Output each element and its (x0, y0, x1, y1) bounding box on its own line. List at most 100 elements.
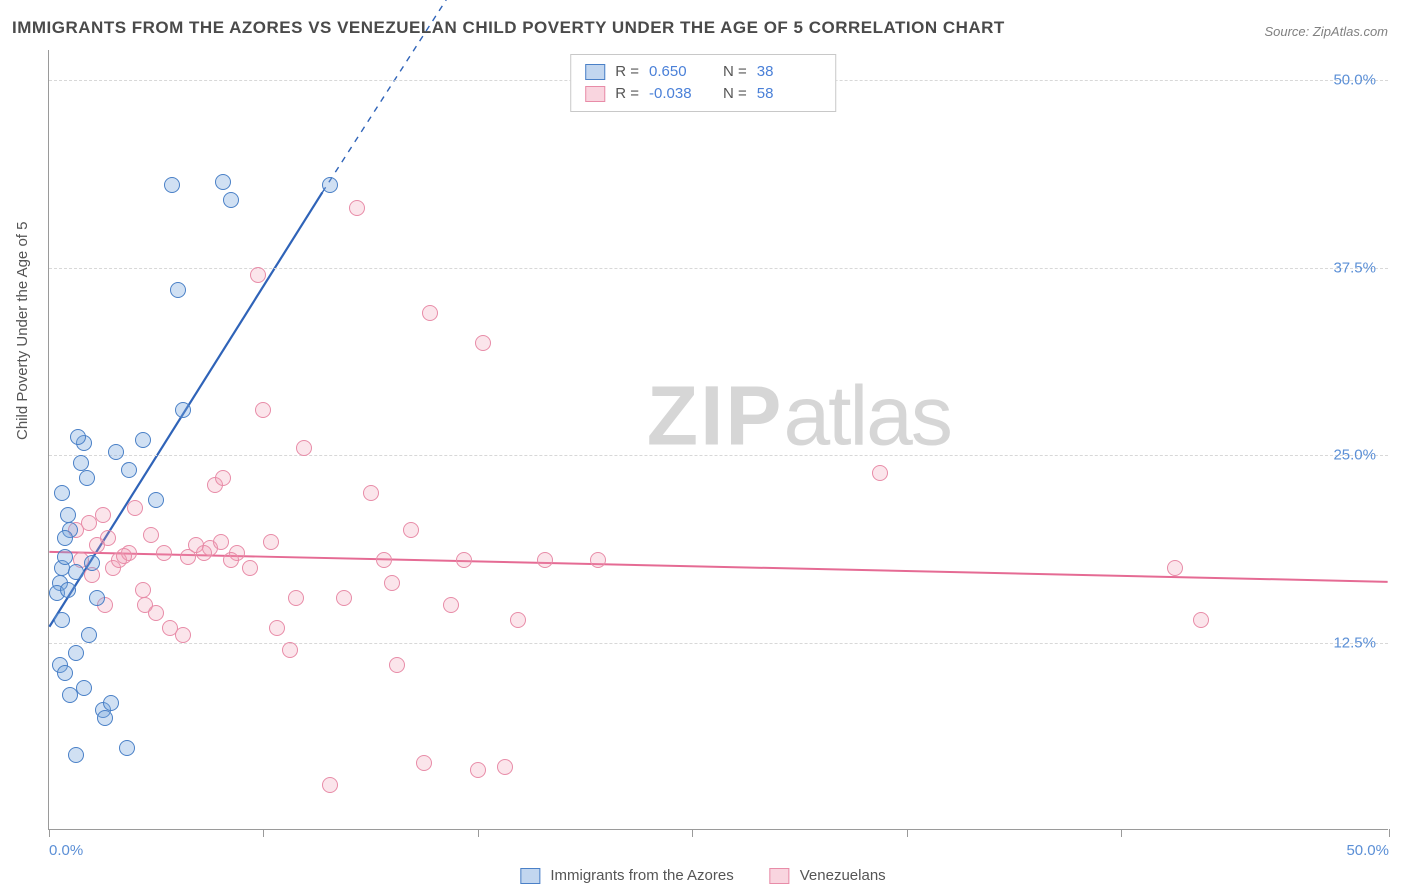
n-value-venezuelans: 58 (757, 83, 821, 105)
scatter-point (127, 500, 143, 516)
scatter-point (422, 305, 438, 321)
scatter-point (215, 174, 231, 190)
scatter-point (322, 177, 338, 193)
n-label: N = (723, 83, 747, 105)
scatter-point (1193, 612, 1209, 628)
y-tick-label: 12.5% (1333, 634, 1376, 651)
r-value-azores: 0.650 (649, 61, 713, 83)
scatter-point (215, 470, 231, 486)
scatter-point (97, 710, 113, 726)
x-tick-mark (907, 829, 908, 837)
scatter-point (296, 440, 312, 456)
plot-area: ZIPatlas 12.5%25.0%37.5%50.0%0.0%50.0% (48, 50, 1388, 830)
y-tick-label: 25.0% (1333, 447, 1376, 464)
scatter-point (76, 680, 92, 696)
legend-item-azores: Immigrants from the Azores (520, 867, 733, 884)
chart-title: IMMIGRANTS FROM THE AZORES VS VENEZUELAN… (12, 18, 1005, 38)
r-label: R = (615, 83, 639, 105)
scatter-point (872, 465, 888, 481)
scatter-point (68, 645, 84, 661)
r-label: R = (615, 61, 639, 83)
scatter-point (510, 612, 526, 628)
x-tick-mark (49, 829, 50, 837)
scatter-point (376, 552, 392, 568)
swatch-pink-icon (770, 868, 790, 884)
x-tick-label: 0.0% (49, 842, 83, 859)
scatter-point (537, 552, 553, 568)
scatter-point (223, 192, 239, 208)
stats-row-venezuelans: R = -0.038 N = 58 (585, 83, 821, 105)
scatter-point (119, 740, 135, 756)
n-label: N = (723, 61, 747, 83)
scatter-point (497, 759, 513, 775)
legend-label-azores: Immigrants from the Azores (550, 867, 733, 884)
legend-label-venezuelans: Venezuelans (800, 867, 886, 884)
scatter-point (416, 755, 432, 771)
scatter-point (336, 590, 352, 606)
scatter-point (60, 582, 76, 598)
swatch-blue-icon (585, 64, 605, 80)
scatter-point (456, 552, 472, 568)
gridline-h (49, 643, 1388, 644)
scatter-point (384, 575, 400, 591)
scatter-point (175, 627, 191, 643)
scatter-point (242, 560, 258, 576)
scatter-point (143, 527, 159, 543)
scatter-point (100, 530, 116, 546)
scatter-point (1167, 560, 1183, 576)
scatter-point (475, 335, 491, 351)
legend-item-venezuelans: Venezuelans (770, 867, 886, 884)
scatter-point (590, 552, 606, 568)
scatter-point (164, 177, 180, 193)
x-tick-mark (478, 829, 479, 837)
scatter-point (121, 462, 137, 478)
scatter-point (68, 747, 84, 763)
scatter-point (57, 530, 73, 546)
scatter-point (213, 534, 229, 550)
scatter-point (81, 627, 97, 643)
scatter-point (349, 200, 365, 216)
n-value-azores: 38 (757, 61, 821, 83)
scatter-point (363, 485, 379, 501)
scatter-point (403, 522, 419, 538)
swatch-blue-icon (520, 868, 540, 884)
scatter-point (255, 402, 271, 418)
legend: Immigrants from the Azores Venezuelans (520, 867, 885, 884)
scatter-point (54, 612, 70, 628)
scatter-point (54, 485, 70, 501)
scatter-point (288, 590, 304, 606)
x-tick-mark (1121, 829, 1122, 837)
stats-box: R = 0.650 N = 38 R = -0.038 N = 58 (570, 54, 836, 112)
scatter-point (196, 545, 212, 561)
y-tick-label: 37.5% (1333, 259, 1376, 276)
scatter-point (68, 564, 84, 580)
scatter-point (322, 777, 338, 793)
y-tick-label: 50.0% (1333, 72, 1376, 89)
source-attribution: Source: ZipAtlas.com (1264, 24, 1388, 39)
scatter-point (175, 402, 191, 418)
scatter-point (148, 492, 164, 508)
scatter-point (103, 695, 119, 711)
scatter-point (60, 507, 76, 523)
scatter-point (70, 429, 86, 445)
scatter-point (148, 605, 164, 621)
x-tick-mark (263, 829, 264, 837)
r-value-venezuelans: -0.038 (649, 83, 713, 105)
scatter-point (443, 597, 459, 613)
scatter-point (263, 534, 279, 550)
x-tick-mark (692, 829, 693, 837)
scatter-point (89, 590, 105, 606)
scatter-point (116, 548, 132, 564)
scatter-point (108, 444, 124, 460)
y-axis-label: Child Poverty Under the Age of 5 (14, 222, 31, 440)
x-tick-label: 50.0% (1346, 842, 1389, 859)
scatter-point (156, 545, 172, 561)
swatch-pink-icon (585, 86, 605, 102)
scatter-point (135, 432, 151, 448)
trend-lines (49, 50, 1388, 829)
gridline-h (49, 455, 1388, 456)
scatter-point (57, 665, 73, 681)
scatter-point (170, 282, 186, 298)
scatter-point (223, 552, 239, 568)
chart-container: IMMIGRANTS FROM THE AZORES VS VENEZUELAN… (0, 0, 1406, 892)
